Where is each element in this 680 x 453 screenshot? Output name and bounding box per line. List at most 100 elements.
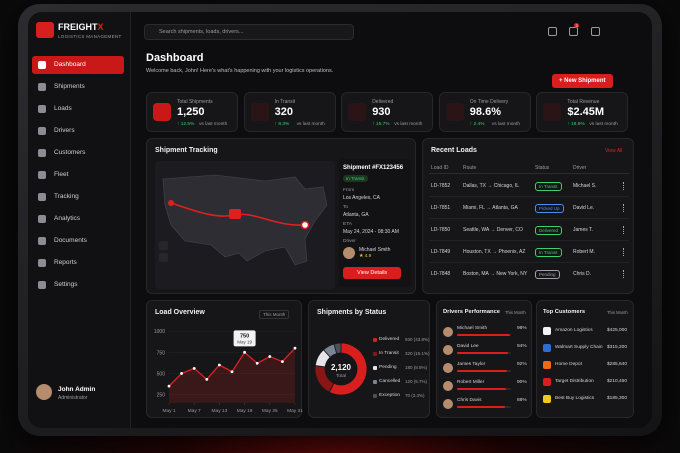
nav-item[interactable]: Documents	[32, 232, 124, 250]
row-menu[interactable]	[623, 204, 626, 212]
x-tick-label: May 7	[188, 408, 201, 414]
nav-label[interactable]: Customers	[54, 149, 86, 156]
view-all-link[interactable]: View All	[605, 148, 623, 154]
nav-item[interactable]: Settings	[32, 276, 124, 294]
kpi-icon	[543, 103, 562, 121]
nav-label[interactable]: Settings	[54, 281, 78, 288]
field-value: Los Angeles, CA	[343, 195, 380, 201]
driver-avatar	[443, 345, 453, 355]
truck-marker	[229, 209, 241, 219]
nav-item[interactable]: Fleet	[32, 166, 124, 184]
line-point	[230, 370, 234, 374]
field-label: From	[343, 188, 355, 193]
nav-label[interactable]: Loads	[54, 105, 72, 112]
tooltip-label: May 19	[237, 339, 252, 344]
nav-item[interactable]: Drivers	[32, 122, 124, 140]
toolbar-icon[interactable]	[548, 27, 557, 36]
kpi-card: In Transit 320 ↑ 8.3% vs last month	[243, 92, 336, 132]
nav-label[interactable]: Tracking	[54, 193, 79, 200]
card-title: Shipment Tracking	[155, 147, 218, 154]
nav-label[interactable]: Reports	[54, 259, 77, 266]
load-overview-card: Load Overview This Month 1000 750 500 250 May …	[146, 300, 303, 418]
kpi-icon	[445, 103, 464, 121]
donut-segment	[328, 342, 368, 396]
shipment-info: Shipment #FX123456 In Transit From Los Ange…	[339, 159, 411, 287]
kpi-change: ↑ 12.5%	[177, 122, 195, 127]
nav-icon	[38, 281, 46, 289]
field-value: Atlanta, GA	[343, 212, 369, 218]
customer-logo	[543, 378, 551, 386]
driver-avatar	[343, 247, 355, 259]
customer-name: Home Depot	[555, 362, 582, 367]
legend-name: Cancelled	[379, 379, 401, 384]
line-point	[255, 361, 259, 365]
zoom-button	[159, 241, 168, 250]
load-driver: James T.	[573, 227, 593, 233]
field-label: To	[343, 205, 349, 210]
nav-label[interactable]: Fleet	[54, 171, 69, 178]
driver-score: 90%	[517, 380, 527, 385]
new-shipment-button[interactable]: + New Shipment	[552, 74, 613, 88]
kpi-value: 1,250	[177, 106, 205, 118]
nav-item[interactable]: Shipments	[32, 78, 124, 96]
nav-icon	[38, 127, 46, 135]
search-box[interactable]: Search shipments, loads, drivers...	[144, 24, 354, 40]
row-menu[interactable]	[623, 270, 626, 278]
nav-item[interactable]: Loads	[32, 100, 124, 118]
sidebar: FREIGHTX LOGISTICS MANAGEMENT Dashboard Shi…	[28, 12, 131, 428]
nav-item[interactable]: Customers	[32, 144, 124, 162]
x-tick-label: May 31	[287, 408, 303, 414]
nav-label[interactable]: Dashboard	[54, 61, 86, 68]
legend-name: Exception	[379, 393, 401, 398]
customer-logo	[543, 395, 551, 403]
nav-icon	[38, 215, 46, 223]
toolbar-icon[interactable]	[569, 27, 578, 36]
nav-item[interactable]: Reports	[32, 254, 124, 272]
row-menu[interactable]	[623, 226, 626, 234]
nav-label[interactable]: Analytics	[54, 215, 81, 222]
kpi-period: vs last month	[589, 122, 618, 127]
kpi-period: vs last month	[296, 122, 325, 127]
nav-item[interactable]: Dashboard	[32, 56, 124, 74]
search-placeholder[interactable]: Search shipments, loads, drivers...	[159, 29, 244, 35]
x-tick-label: May 1	[162, 408, 175, 414]
customer-logo	[543, 344, 551, 352]
load-driver: David Le.	[573, 205, 595, 211]
row-menu[interactable]	[623, 248, 626, 256]
load-route: Boston, MA → New York, NY	[463, 271, 528, 277]
x-tick-label: May 13	[212, 408, 228, 414]
customer-revenue: $185,300	[607, 396, 628, 401]
toolbar-icon[interactable]	[591, 27, 600, 36]
customer-logo	[543, 327, 551, 335]
nav-icon	[38, 61, 46, 69]
row-menu[interactable]	[623, 182, 626, 190]
customer-name: Best Buy Logistics	[555, 396, 595, 401]
kpi-icon	[250, 103, 269, 121]
view-details-button[interactable]: View Details	[343, 267, 402, 279]
shipment-status: In Transit	[343, 175, 368, 182]
nav-label[interactable]: Shipments	[54, 83, 85, 90]
load-status: Pending	[535, 270, 560, 279]
driver-score: 94%	[517, 344, 527, 349]
load-driver: Michael S.	[573, 183, 597, 189]
filter[interactable]: This Month	[259, 310, 290, 319]
filter[interactable]: This Month	[607, 310, 628, 315]
legend-name: Pending	[379, 365, 397, 370]
nav-item[interactable]: Tracking	[32, 188, 124, 206]
nav-item[interactable]: Analytics	[32, 210, 124, 228]
legend-value: 70 (3.3%)	[405, 393, 425, 398]
tooltip-value: 750	[240, 333, 249, 339]
filter[interactable]: This Month	[505, 310, 526, 315]
kpi-card: Delivered 930 ↑ 15.7% vs last month	[341, 92, 434, 132]
kpi-change: ↑ 8.3%	[274, 122, 290, 127]
load-route: Dallas, TX → Chicago, IL	[463, 183, 520, 189]
nav-label[interactable]: Documents	[54, 237, 87, 244]
customer-name: Target Distribution	[555, 379, 594, 384]
driver-avatar	[443, 381, 453, 391]
bar	[457, 352, 508, 354]
user-role: Administrator	[58, 395, 88, 401]
column-header: Status	[535, 165, 550, 171]
legend-swatch	[373, 366, 377, 370]
nav-label[interactable]: Drivers	[54, 127, 75, 134]
row-divider	[429, 240, 629, 241]
